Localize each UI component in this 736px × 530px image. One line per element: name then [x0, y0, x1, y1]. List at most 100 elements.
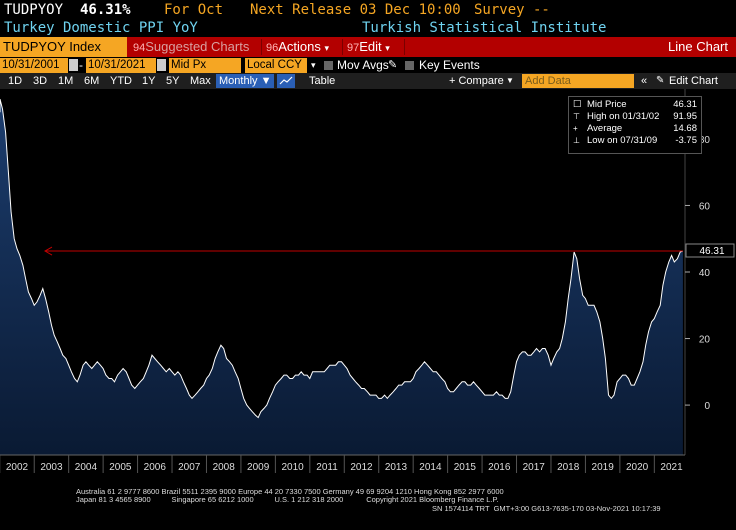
- price-line: [0, 98, 684, 419]
- chevron-down-icon: ▼: [260, 75, 272, 87]
- security-name: Turkey Domestic PPI YoY: [4, 20, 198, 36]
- x-tick-label: 2017: [523, 462, 546, 473]
- arrow-left-icon: [43, 246, 53, 256]
- suggested-number: 94: [133, 42, 146, 54]
- x-tick-label: 2018: [557, 462, 580, 473]
- x-axis-band: [0, 455, 736, 490]
- x-tick-label: 2009: [247, 462, 270, 473]
- x-tick-label: 2005: [109, 462, 132, 473]
- compare-button[interactable]: + Compare: [449, 75, 504, 87]
- chart-parameters: 10/31/2001 - 10/31/2021 Mid Px Local CCY…: [0, 57, 736, 74]
- edit-menu[interactable]: 97Edit ▾: [347, 37, 390, 57]
- x-tick-label: 2014: [419, 462, 442, 473]
- legend-value: 14.68: [673, 123, 697, 134]
- period-label: For Oct: [164, 2, 224, 18]
- price-area: [0, 99, 683, 455]
- edit-chart-button[interactable]: Edit Chart: [669, 75, 718, 87]
- legend-value: 46.31: [673, 99, 697, 110]
- survey-label: Survey --: [474, 2, 550, 18]
- key-events-checkbox[interactable]: [405, 61, 414, 70]
- y-tick-label: 20: [699, 335, 711, 346]
- line-chart-icon[interactable]: [277, 74, 295, 88]
- function-toolbar: TUDPYOY Index 94Suggested Charts 96Actio…: [0, 37, 736, 57]
- divider: [404, 39, 405, 55]
- edit-number: 97: [347, 42, 360, 54]
- footer-contacts: Australia 61 2 9777 8600 Brazil 5511 239…: [76, 487, 504, 496]
- edit-label: Edit: [359, 39, 382, 54]
- period-1m[interactable]: 1M: [58, 75, 74, 87]
- x-tick-label: 2021: [660, 462, 683, 473]
- table-button[interactable]: Table: [309, 75, 336, 87]
- x-tick-label: 2019: [592, 462, 615, 473]
- legend-label: Low on 07/31/09: [587, 135, 658, 146]
- x-tick-label: 2006: [144, 462, 167, 473]
- frequency-label: Monthly: [219, 75, 258, 87]
- field-select[interactable]: Mid Px: [169, 58, 241, 73]
- price-chart[interactable]: 46.31 0 20 40 60 80 2002 2003 2004 2005 2006 2007…: [0, 89, 736, 490]
- key-events-label: Key Events: [419, 58, 480, 72]
- x-tick-label: 2007: [178, 462, 201, 473]
- legend-value: 91.95: [673, 111, 697, 122]
- period-ytd[interactable]: YTD: [110, 75, 132, 87]
- period-max[interactable]: Max: [190, 75, 211, 87]
- chevron-down-icon: ▾: [324, 43, 330, 53]
- last-value-label: 46.31: [699, 246, 724, 257]
- x-tick-label: 2015: [454, 462, 477, 473]
- legend-label: Average: [587, 123, 623, 134]
- next-release: Next Release 03 Dec 10:00: [250, 2, 461, 18]
- data-source: Turkish Statistical Institute: [362, 20, 607, 36]
- actions-menu[interactable]: 96Actions ▾: [266, 37, 329, 57]
- x-tick-label: 2003: [40, 462, 63, 473]
- pencil-icon[interactable]: ✎: [388, 59, 398, 71]
- period-6m[interactable]: 6M: [84, 75, 100, 87]
- legend-value: -3.75: [675, 135, 697, 146]
- period-1y[interactable]: 1Y: [142, 75, 156, 87]
- frequency-select[interactable]: Monthly ▼: [216, 74, 275, 88]
- date-separator-icon: -: [79, 58, 83, 72]
- x-tick-label: 2012: [350, 462, 373, 473]
- currency-select[interactable]: Local CCY: [245, 58, 307, 73]
- x-tick-label: 2013: [385, 462, 408, 473]
- period-3d[interactable]: 3D: [33, 75, 48, 87]
- footer-copyright: Japan 81 3 4565 8900 Singapore 65 6212 1…: [76, 495, 499, 504]
- suggested-label: Suggested Charts: [145, 39, 250, 54]
- average-marker-icon: +: [573, 124, 578, 133]
- x-tick-label: 2011: [316, 462, 338, 473]
- period-bar: 1D 3D 1M 6M YTD 1Y 5Y Max Monthly ▼ Tabl…: [0, 73, 736, 89]
- chevron-down-icon[interactable]: ▾: [311, 60, 316, 70]
- x-tick-label: 2016: [488, 462, 511, 473]
- mov-avgs-label: Mov Avgs: [337, 58, 389, 72]
- legend-label: High on 01/31/02: [587, 111, 660, 122]
- suggested-charts-button[interactable]: 94Suggested Charts: [133, 37, 249, 57]
- security-field[interactable]: TUDPYOY Index: [0, 37, 127, 57]
- collapse-icon[interactable]: «: [641, 75, 648, 87]
- chevron-down-icon: ▼: [506, 76, 514, 85]
- mov-avgs-checkbox[interactable]: [324, 61, 333, 70]
- chevron-down-icon: ▾: [385, 43, 390, 53]
- y-tick-label: 60: [699, 201, 711, 212]
- x-tick-label: 2010: [281, 462, 304, 473]
- pencil-icon[interactable]: ✎: [656, 75, 665, 86]
- security-description: Turkey Domestic PPI YoY Turkish Statisti…: [0, 19, 736, 37]
- y-tick-label: 40: [699, 268, 711, 279]
- end-date-field[interactable]: 10/31/2021: [86, 58, 156, 73]
- checkbox-icon[interactable]: ☐: [573, 99, 582, 110]
- divider: [261, 39, 262, 55]
- x-tick-label: 2002: [6, 462, 29, 473]
- high-marker-icon: ⊤: [573, 112, 580, 121]
- start-date-field[interactable]: 10/31/2001: [0, 58, 68, 73]
- period-1d[interactable]: 1D: [8, 75, 23, 87]
- calendar-icon[interactable]: [69, 59, 78, 71]
- calendar-icon[interactable]: [157, 59, 166, 71]
- y-tick-label: 0: [704, 401, 710, 412]
- ticker-symbol: TUDPYOY: [4, 2, 64, 18]
- chart-legend[interactable]: ☐ Mid Price 46.31 ⊤ High on 01/31/02 91.…: [568, 96, 702, 154]
- add-data-input[interactable]: Add Data: [522, 74, 634, 88]
- period-5y[interactable]: 5Y: [166, 75, 180, 87]
- legend-label: Mid Price: [587, 99, 627, 110]
- y-tick-label: 80: [699, 135, 711, 146]
- divider: [342, 39, 343, 55]
- current-value: 46.31%: [80, 2, 131, 18]
- quote-header: TUDPYOY 46.31% For Oct Next Release 03 D…: [0, 0, 736, 20]
- chart-type-title: Line Chart: [668, 39, 728, 54]
